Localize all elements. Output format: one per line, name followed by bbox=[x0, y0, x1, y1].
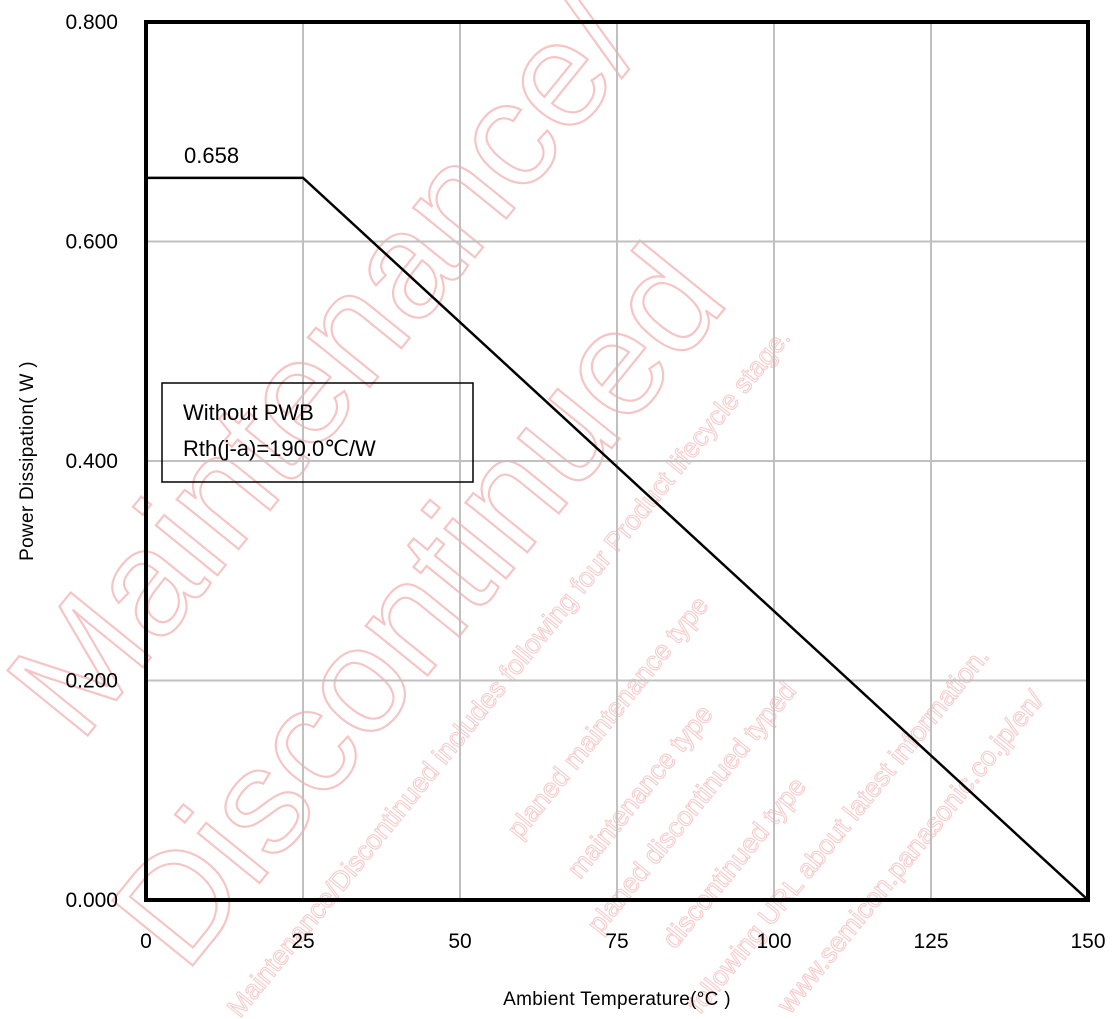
legend-box: Without PWB Rth(j-a)=190.0℃/W bbox=[161, 382, 474, 483]
x-tick-label-5: 125 bbox=[913, 930, 948, 953]
y-tick-label-4: 0.800 bbox=[65, 11, 118, 34]
watermark: Maintenance/ Discontinued Maintenance/Di… bbox=[0, 0, 1051, 1019]
x-tick-label-6: 150 bbox=[1070, 930, 1105, 953]
series-line-0 bbox=[146, 176, 1089, 901]
x-tick-label-3: 75 bbox=[605, 930, 628, 953]
legend-line-2: Rth(j-a)=190.0℃/W bbox=[183, 436, 376, 461]
plot-frame bbox=[144, 20, 1090, 902]
y-tick-label-1: 0.200 bbox=[65, 670, 118, 693]
x-tick-label-4: 100 bbox=[756, 930, 791, 953]
x-tick-labels: 0 25 50 75 100 125 150 bbox=[140, 930, 1105, 953]
y-tick-label-2: 0.400 bbox=[65, 450, 118, 473]
x-tick-label-0: 0 bbox=[140, 930, 152, 953]
legend-box-frame bbox=[161, 382, 474, 483]
x-axis-label: Ambient Temperature(°C ) bbox=[503, 989, 731, 1010]
y-tick-labels: 0.000 0.200 0.400 0.600 0.800 bbox=[65, 11, 118, 912]
legend-line-1: Without PWB bbox=[183, 400, 314, 425]
y-tick-label-0: 0.000 bbox=[65, 889, 118, 912]
y-tick-label-3: 0.600 bbox=[65, 231, 118, 254]
series-lines bbox=[146, 176, 1089, 901]
peak-value-label: 0.658 bbox=[184, 143, 239, 168]
x-tick-label-1: 25 bbox=[291, 930, 314, 953]
x-tick-label-2: 50 bbox=[448, 930, 471, 953]
y-axis-label: Power Dissipation( W ) bbox=[17, 361, 38, 561]
